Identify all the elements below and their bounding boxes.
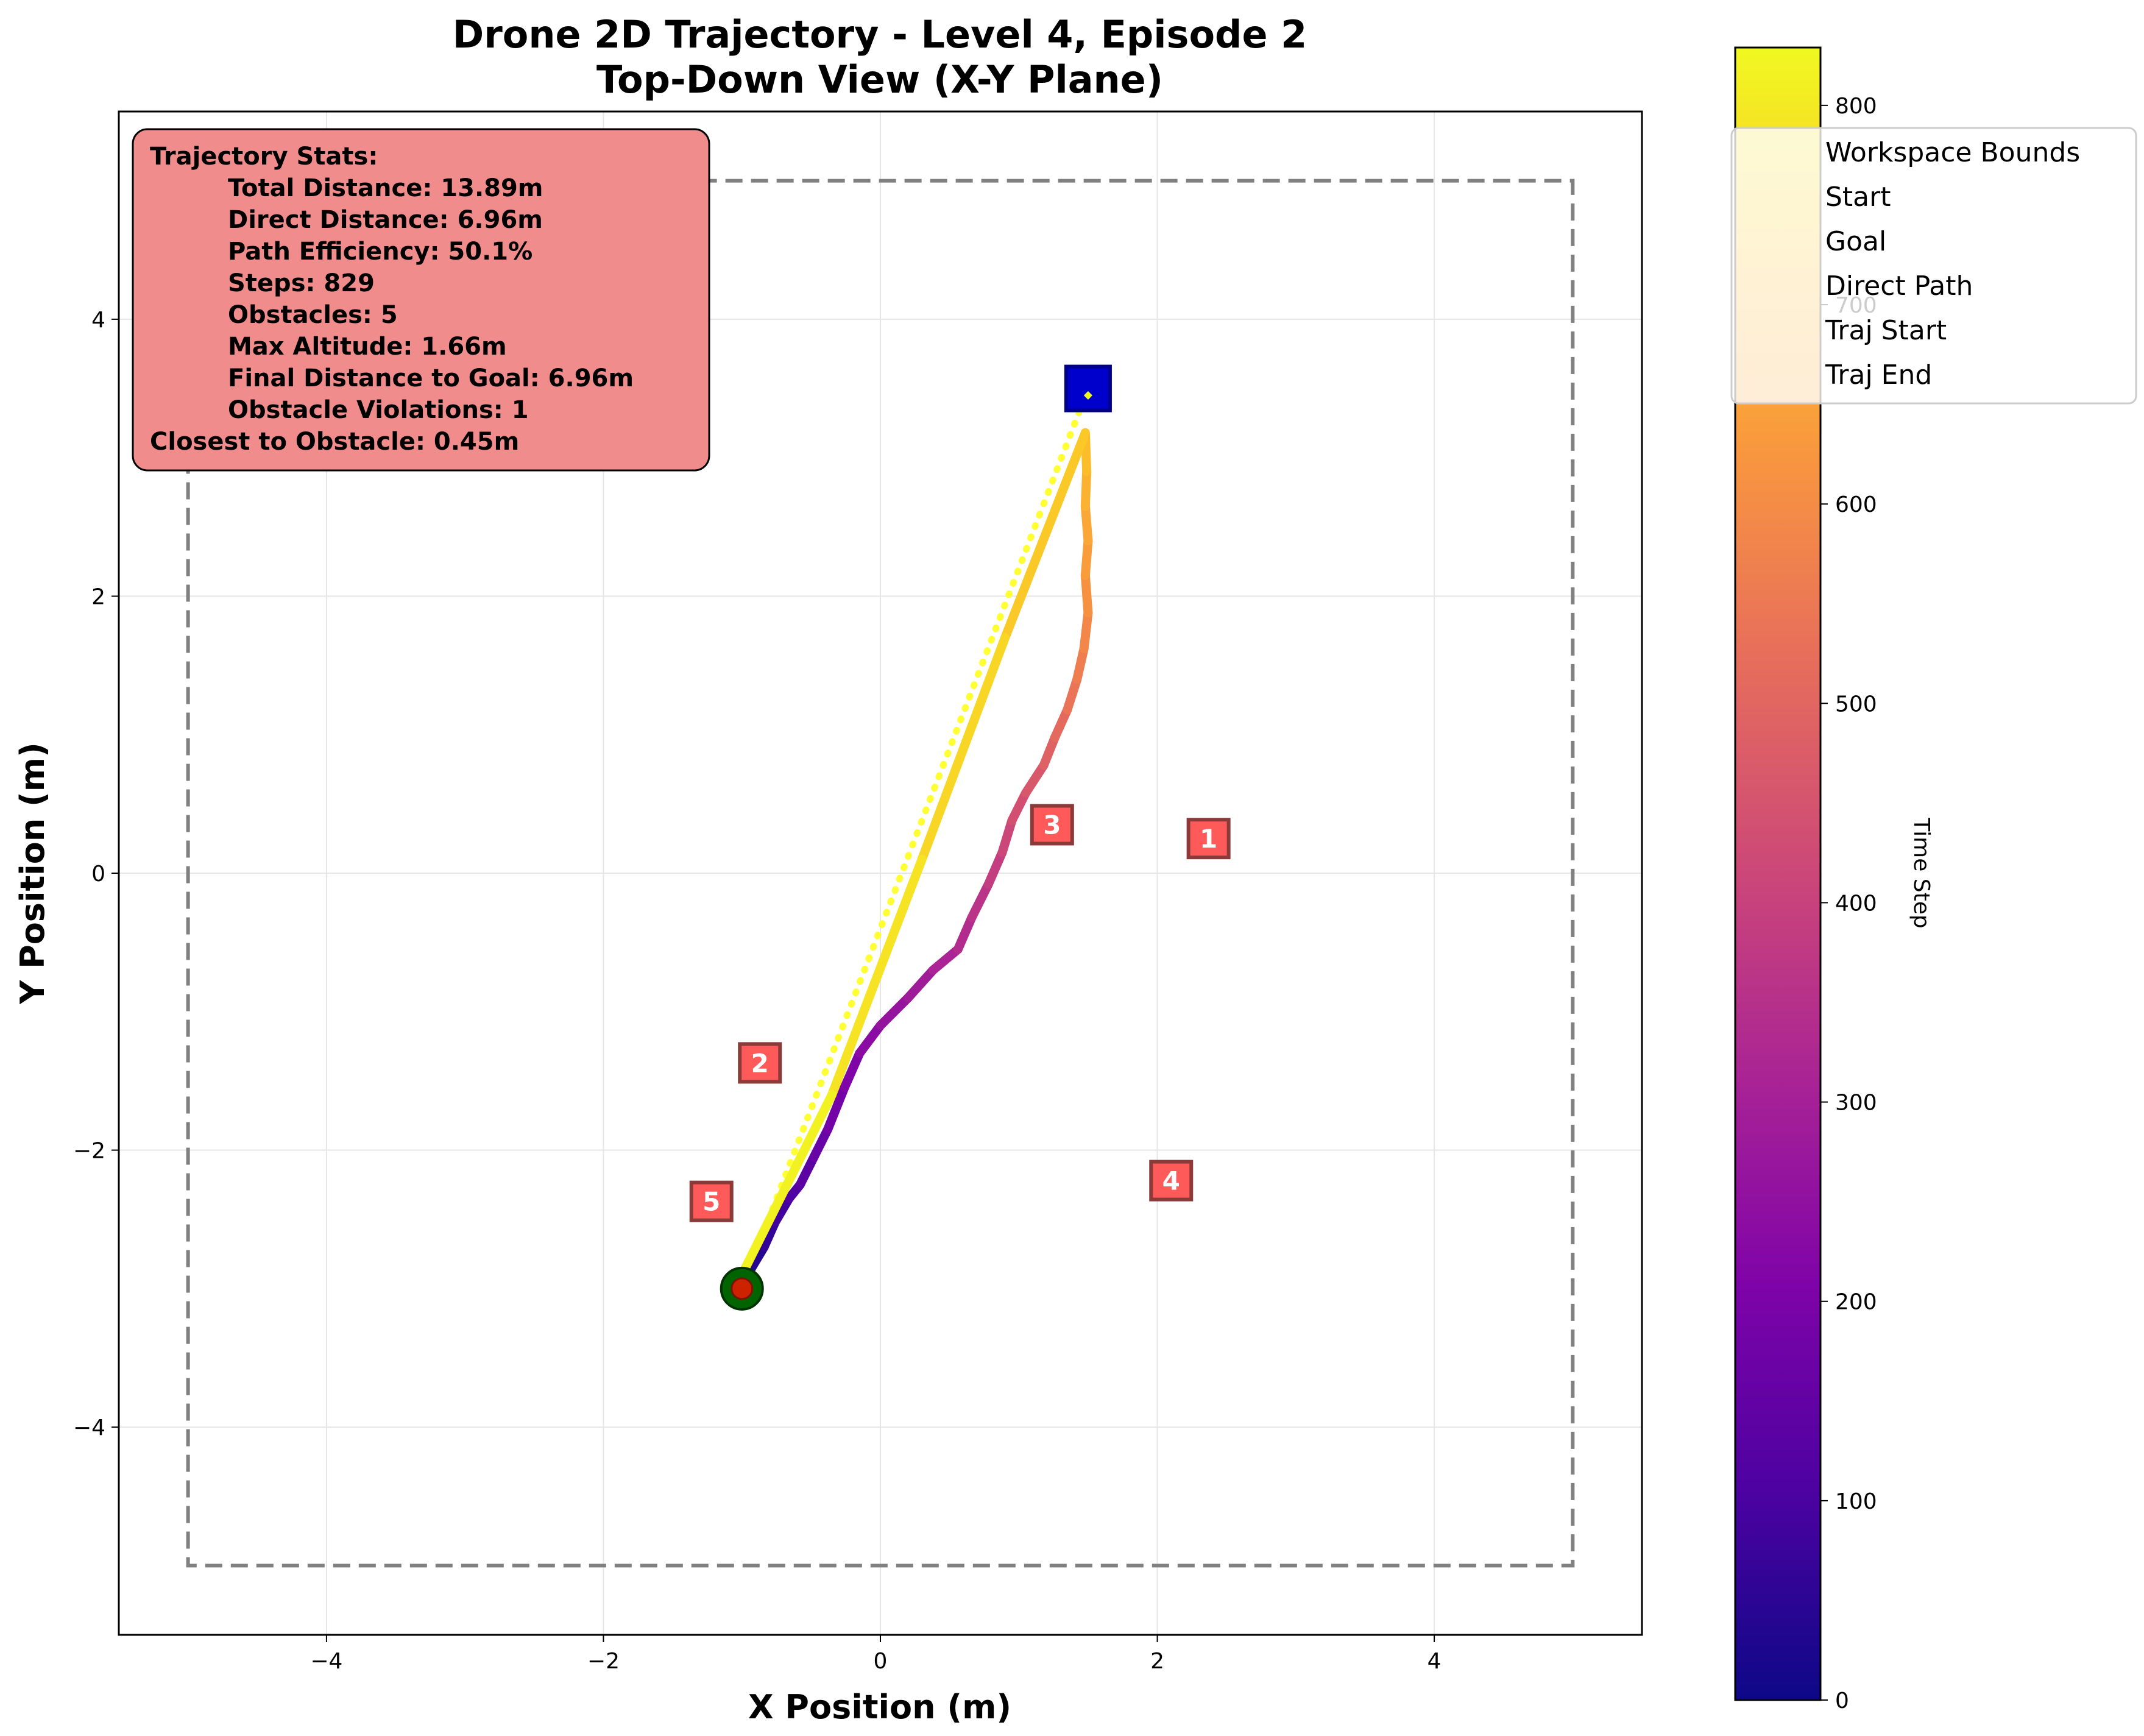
y-axis-label: Y Position (m) — [13, 742, 52, 1005]
legend-frame — [1730, 127, 2137, 405]
y-tick-label: −4 — [73, 1415, 105, 1440]
stats-box-background — [132, 128, 710, 472]
obstacle-label: 1 — [1200, 824, 1217, 854]
trajectory-segment — [997, 816, 1017, 857]
trajectory-segment — [1079, 608, 1093, 654]
marker-layer — [720, 364, 1112, 1311]
trajectory-segment — [1000, 428, 1090, 643]
chart-title-line-2: Top-Down View (X-Y Plane) — [596, 57, 1163, 102]
trajectory-segment — [983, 848, 1007, 889]
stats-line: Path Efficiency: 50.1% — [228, 238, 532, 266]
trajectory-segment — [1007, 788, 1031, 826]
legend-entry: Goal — [1825, 226, 1886, 257]
trajectory-segment — [1021, 760, 1049, 798]
colorbar-tick-label: 500 — [1835, 692, 1877, 717]
trajectory-segment — [928, 944, 963, 975]
x-tick-label: 4 — [1428, 1649, 1442, 1674]
legend-entry: Start — [1825, 182, 1891, 213]
colorbar-tick-label: 100 — [1835, 1489, 1877, 1514]
workspace-bounds — [186, 179, 1575, 1568]
stats-line: Steps: 829 — [228, 269, 375, 297]
obstacle-label: 3 — [1043, 810, 1061, 840]
trajectory-segment — [876, 993, 913, 1030]
trajectory-segment — [1080, 467, 1092, 511]
trajectory-segment — [827, 854, 927, 1100]
obstacle-box — [1186, 818, 1231, 860]
colorbar-label: Time Step — [1909, 817, 1934, 929]
stats-box: Trajectory Stats: Total Distance: 13.89m D… — [132, 128, 710, 472]
obstacle-box — [689, 1180, 734, 1222]
legend-entry: Traj Start — [1825, 315, 1947, 346]
obstacle-layer: 1 2 3 4 5 — [689, 804, 1231, 1222]
stats-line: Obstacles: 5 — [228, 301, 398, 329]
trajectory-segment — [737, 1090, 837, 1280]
stats-line: Final Distance to Goal: 6.96m — [228, 364, 634, 392]
legend-entry: Workspace Bounds — [1825, 137, 2080, 168]
goal-marker — [1064, 364, 1112, 413]
stats-line: Direct Distance: 6.96m — [228, 206, 543, 234]
x-tick-label: −2 — [587, 1649, 620, 1674]
trajectory-segment — [795, 1152, 819, 1189]
obstacle-label: 4 — [1162, 1166, 1180, 1196]
colorbar-tick-label: 200 — [1835, 1290, 1877, 1315]
trajectory-segment — [1080, 536, 1093, 580]
direct-path-layer — [738, 385, 1092, 1292]
stats-line: Obstacle Violations: 1 — [228, 396, 529, 424]
trajectory-segment — [840, 1048, 865, 1093]
colorbar-tick-label: 800 — [1835, 94, 1877, 119]
trajectory-segment — [903, 965, 938, 1003]
trajectory-segment — [1039, 732, 1060, 770]
grid-lines — [119, 112, 1642, 1635]
x-axis-label: X Position (m) — [748, 1688, 1011, 1726]
legend-entry: Direct Path — [1825, 271, 1973, 302]
direct-path-line — [738, 385, 1092, 1292]
trajectory-segment — [1080, 501, 1093, 546]
obstacle-box — [738, 1042, 782, 1084]
trajectory-segment — [855, 1021, 885, 1058]
stats-line: Max Altitude: 1.66m — [228, 333, 507, 361]
x-tick-label: −4 — [310, 1649, 342, 1674]
trajectory-segment — [809, 1124, 833, 1162]
stats-box-text: Trajectory Stats: Total Distance: 13.89m D… — [150, 143, 634, 456]
trajectory-segment — [823, 1083, 849, 1134]
y-tick-label: −2 — [73, 1139, 105, 1164]
obstacle-label: 2 — [751, 1048, 769, 1078]
stats-line: Closest to Obstacle: 0.45m — [150, 428, 519, 456]
x-tick-label: 0 — [874, 1649, 888, 1674]
legend-entry: Traj End — [1825, 360, 1932, 391]
legend-entries: Workspace Bounds Start Goal Direct Path Traj… — [1825, 137, 2080, 391]
chart-title-line-1: Drone 2D Trajectory - Level 4, Episode 2 — [453, 12, 1307, 57]
axis-ticks: −4 −2 0 2 4 −4 −2 0 2 4 — [73, 308, 1442, 1674]
x-tick-label: 2 — [1150, 1649, 1164, 1674]
stats-line: Total Distance: 13.89m — [228, 174, 543, 202]
stats-line: Trajectory Stats: — [150, 143, 378, 171]
trajectory-layer — [737, 428, 1093, 1294]
trajectory-segment — [917, 633, 1010, 864]
colorbar-tick-label: 0 — [1835, 1688, 1849, 1713]
y-tick-label: 2 — [91, 584, 105, 609]
legend: Workspace Bounds Start Goal Direct Path Traj… — [1730, 127, 2137, 405]
trajectory-segment — [1050, 705, 1072, 742]
trajectory-segment — [967, 879, 993, 923]
traj-end-marker — [1083, 391, 1092, 400]
colorbar-tick-label: 400 — [1835, 891, 1877, 916]
trajectory-segment — [1063, 675, 1082, 715]
obstacle-box — [1149, 1160, 1194, 1202]
y-tick-label: 4 — [91, 308, 105, 333]
trajectory-segment — [953, 913, 977, 954]
y-tick-label: 0 — [91, 862, 105, 887]
obstacle-label: 5 — [702, 1187, 720, 1217]
obstacle-box — [1030, 804, 1074, 846]
trajectory-segment — [1072, 644, 1089, 684]
colorbar-tick-label: 300 — [1835, 1091, 1877, 1116]
trajectory-segment — [1080, 570, 1093, 618]
colorbar-tick-label: 600 — [1835, 492, 1877, 517]
traj-start-marker — [731, 1277, 754, 1300]
